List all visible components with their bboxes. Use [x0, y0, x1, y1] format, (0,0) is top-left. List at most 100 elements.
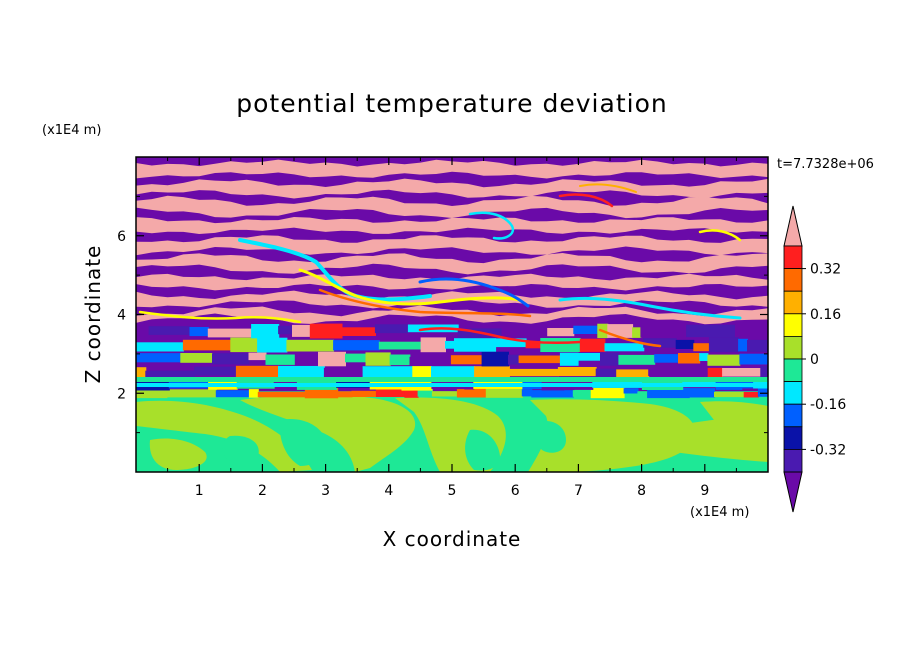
field-segment [540, 338, 581, 352]
field-blob-lime-6 [149, 438, 207, 470]
field-segment [693, 343, 710, 352]
field-segment [481, 351, 509, 367]
y-tick-label: 4 [117, 308, 126, 324]
field-segment [207, 328, 252, 338]
field-segment [531, 390, 574, 398]
field-band-positive [136, 217, 768, 234]
field-segment [445, 340, 455, 349]
field-segment [286, 339, 335, 352]
field-segment [189, 327, 209, 337]
field-segment [747, 339, 768, 352]
field-segment [257, 391, 306, 398]
field-segment [248, 389, 259, 398]
field-filament [418, 277, 530, 308]
field-segment [678, 353, 701, 364]
field-segment [573, 325, 599, 334]
field-segment [362, 366, 414, 378]
field-segment [136, 387, 168, 399]
field-segment [618, 354, 656, 365]
field-segment [404, 390, 419, 398]
x-tick-label: 4 [384, 483, 393, 499]
field-band-positive [136, 273, 768, 291]
field-segment [518, 355, 561, 364]
field-blob-lime-5 [620, 417, 768, 462]
field-segment [525, 341, 542, 349]
field-segment [148, 326, 191, 335]
field-segment [675, 339, 695, 349]
field-segment [707, 354, 741, 366]
field-segment [743, 392, 759, 398]
field-blob-lime-1 [240, 394, 416, 472]
field-filament [298, 268, 522, 306]
field-segment [688, 388, 715, 398]
field-segment [485, 388, 523, 398]
field-segment [681, 367, 709, 374]
colorbar-segment [783, 268, 803, 292]
field-segment [579, 338, 606, 352]
chart-title: potential temperature deviation [236, 89, 667, 118]
field-segment [739, 353, 768, 365]
field-filament [698, 229, 742, 242]
field-segment [136, 353, 182, 363]
field-segment [431, 366, 475, 378]
field-blob-lime-3 [528, 399, 696, 472]
field-segment [180, 353, 213, 363]
colorbar-label: 0 [810, 352, 819, 368]
field-segment [318, 351, 346, 367]
colorbar-label: -0.32 [810, 442, 846, 458]
field-segment [351, 390, 377, 397]
field-segment [648, 366, 672, 376]
x-axis: 1 2 3 4 5 6 7 8 9 [167, 157, 737, 499]
field-segment [670, 366, 683, 375]
y-axis-label: Z coordinate [81, 245, 105, 384]
field-segment [456, 388, 487, 398]
time-label: t=7.7328e+06 [777, 157, 874, 172]
colorbar-segment [783, 290, 803, 315]
field-blob-sea-2 [535, 420, 566, 453]
field-segment [454, 338, 497, 352]
y-axis: 2 4 6 [117, 195, 768, 434]
field-segment [337, 391, 353, 398]
field-segment [420, 337, 446, 353]
colorbar-label: 0.16 [810, 307, 841, 323]
field-segment [501, 325, 549, 337]
field-segment [572, 388, 592, 397]
field-blob-sea-0 [279, 418, 327, 466]
x-tick-label: 5 [448, 483, 457, 499]
field-segment [374, 324, 409, 334]
field-segment [637, 391, 649, 398]
field-segment [248, 352, 267, 361]
colorbar-segment [783, 448, 803, 473]
field-segment [559, 352, 579, 366]
field-band-positive [136, 253, 768, 275]
field-segment [735, 324, 768, 338]
colorbar-label: 0.32 [810, 262, 841, 278]
field-segment [708, 337, 740, 353]
field-segment [378, 341, 422, 350]
field-segment [577, 353, 601, 361]
field-segment [757, 388, 768, 397]
field-segment [495, 338, 527, 348]
field-segment [278, 325, 293, 335]
field-band-positive [136, 195, 768, 219]
field-segment [194, 366, 237, 376]
x-tick-label: 6 [511, 483, 520, 499]
field-filament [558, 193, 614, 208]
field-segment [607, 324, 634, 338]
field-segment [643, 338, 677, 348]
x-tick-label: 9 [700, 483, 709, 499]
field-band-positive [136, 235, 768, 256]
field-segment [604, 343, 645, 352]
colorbar: 0.32 0.16 0 -0.16 -0.32 [783, 205, 846, 513]
field-segment [714, 391, 745, 398]
field-segment [722, 368, 762, 377]
field-segment [365, 352, 391, 366]
field-segment [182, 339, 232, 351]
x-tick-label: 1 [195, 483, 204, 499]
colorbar-segment [783, 381, 803, 405]
field-segment [557, 367, 597, 377]
colorbar-segment [783, 245, 803, 270]
y-tick-label: 2 [117, 386, 126, 402]
field-segment [547, 328, 575, 337]
field-segment [699, 353, 709, 361]
